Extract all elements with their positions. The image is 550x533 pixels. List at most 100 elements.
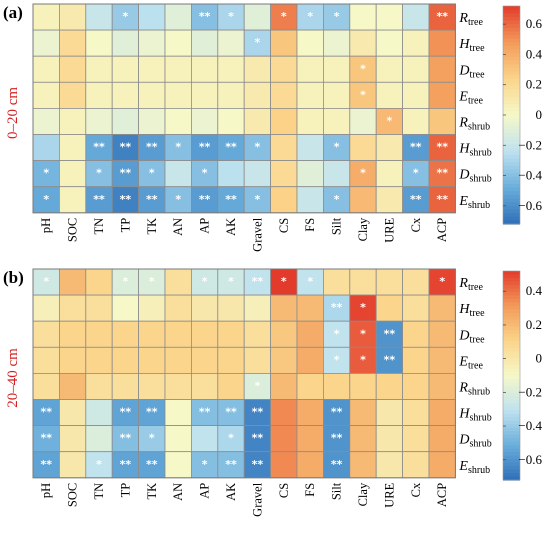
row-label-base: H [458,142,470,157]
heatmap-cell [190,55,219,83]
row-label-base: E [458,194,468,209]
colorbar-segment [503,399,520,404]
significance-mark: * [360,62,366,75]
heatmap-cell [32,320,60,348]
column-label: Cx [409,217,423,232]
significance-mark: ** [384,327,396,340]
column-label: ACP [435,483,449,507]
heatmap-cell [111,372,139,400]
heatmap-cell [402,320,430,348]
significance-mark: * [43,193,49,206]
heatmap-cell [349,81,377,109]
heatmap-cell [243,320,271,348]
heatmap-cell [111,29,139,57]
colorbar-segment [503,277,520,283]
row-label: Dshrub [458,433,491,450]
column-label: Clay [356,217,370,241]
colorbar-segment [503,162,520,167]
colorbar-segment [503,354,520,359]
heatmap-cell [138,108,166,135]
colorbar-segment [503,202,520,207]
heatmap-cell [59,81,87,109]
colorbar-segment [503,333,520,338]
heatmap-cell [164,451,192,479]
heatmap-cell [402,425,430,453]
heatmap-cell [296,399,324,427]
heatmap-cell [111,3,139,31]
significance-mark: ** [40,432,52,445]
colorbar-segment [503,136,520,142]
heatmap-cell [243,186,271,214]
colorbar-segment [503,340,520,345]
heatmap-cell [164,320,192,348]
heatmap-cell [349,3,377,31]
colorbar-segment [503,151,520,156]
colorbar-segment [503,205,520,211]
column-label: AK [224,218,238,236]
colorbar-segment [503,445,520,450]
colorbar-segment [503,38,520,43]
significance-mark: * [360,88,366,101]
heatmap-cell [111,294,139,322]
colorbar-segment [503,140,520,145]
heatmap-cell [59,134,87,162]
heatmap-cell [270,399,298,427]
heatmap-cell [164,346,192,374]
heatmap-cell [85,186,113,214]
colorbar-segment [503,382,520,387]
heatmap-cell [428,320,456,348]
colorbar-segment [503,53,520,58]
heatmap-cell [322,108,351,135]
significance-mark: ** [225,141,237,154]
significance-mark: ** [331,301,343,314]
column-label: TP [118,218,132,233]
row-label-base: E [458,459,468,474]
heatmap-cell [138,451,166,479]
heatmap-cell [217,29,245,57]
heatmap-cell [402,55,430,83]
heatmap-cell [217,320,245,348]
significance-mark: * [360,167,366,180]
significance-mark: ** [225,406,237,419]
significance-mark: ** [252,458,264,471]
heatmap-cell [428,108,456,135]
heatmap-cell [111,268,139,296]
colorbar-segment [503,35,520,40]
depth-label: 20–40 cm [5,348,21,408]
colorbar-tick-label: 0.2 [526,77,542,92]
heatmap-cell [243,346,271,374]
colorbar-segment [503,396,520,401]
significance-mark: * [307,275,313,288]
significance-mark: * [255,379,261,392]
row-label-base: R [458,11,468,26]
column-label: AP [198,483,212,499]
colorbar-segment [503,49,520,54]
column-label: Clay [356,482,370,506]
colorbar-segment [503,16,520,22]
colorbar-segment [503,288,520,293]
heatmap-cell [402,346,430,374]
row-label-base: R [458,380,468,395]
column-label: ACP [435,218,449,242]
colorbar-segment [503,194,520,200]
column-label: CS [277,483,291,498]
significance-mark: * [255,141,261,154]
heatmap-cell [217,346,245,374]
heatmap-cell [322,320,351,348]
heatmap-cell [428,268,456,296]
heatmap-cell [428,372,456,400]
colorbar-segment [503,165,520,171]
heatmap-cell [59,451,87,479]
colorbar-segment [503,71,520,76]
heatmap-cell [138,425,166,453]
colorbar-tick-label: −0.4 [518,168,542,183]
row-label-subscript: shrub [468,200,490,211]
column-label: AN [171,218,185,236]
colorbar-segment [503,319,520,324]
significance-mark: * [43,275,49,288]
heatmap-cell [270,372,298,400]
heatmap-cell [243,372,271,400]
colorbar-segment [503,309,520,314]
heatmap-cell [428,134,456,162]
